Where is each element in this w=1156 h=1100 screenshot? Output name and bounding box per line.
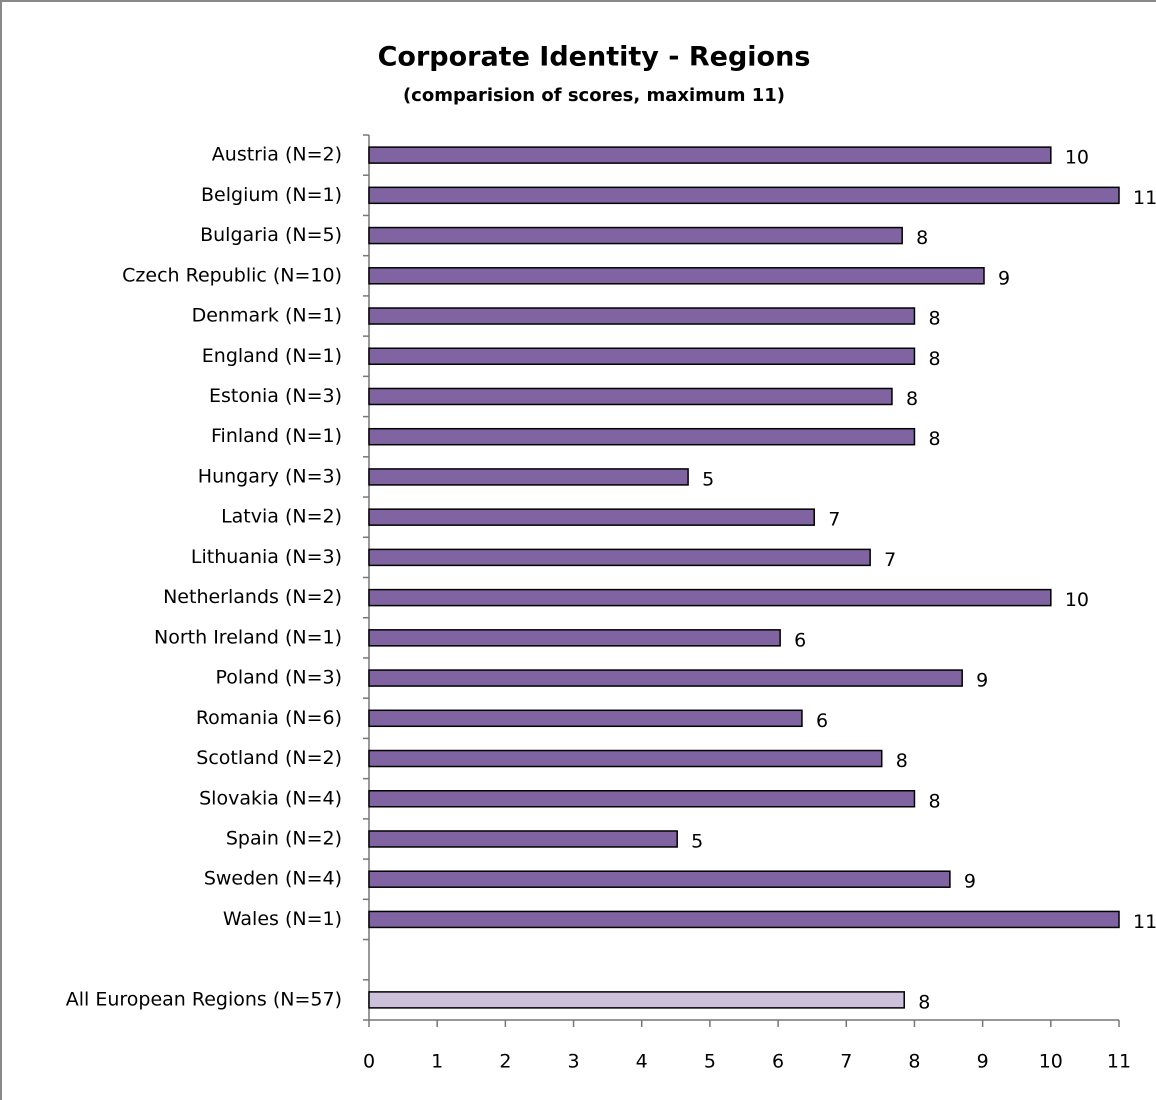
bar: [368, 347, 916, 365]
value-label: 8: [928, 790, 940, 812]
x-tick-label: 6: [772, 1051, 784, 1073]
y-tick-label: England (N=1): [202, 345, 342, 367]
bar: [368, 548, 871, 567]
value-label: 8: [918, 991, 930, 1013]
bar: [368, 991, 905, 1009]
y-tick-label: Bulgaria (N=5): [200, 224, 342, 246]
y-tick-label: Denmark (N=1): [192, 305, 342, 327]
value-label: 6: [816, 710, 828, 732]
value-label: 7: [828, 509, 840, 531]
value-label: 8: [928, 308, 940, 330]
bar: [368, 830, 678, 848]
y-tick-label: Spain (N=2): [226, 827, 342, 849]
y-tick-label: Austria (N=2): [212, 144, 342, 166]
bar: [368, 226, 903, 245]
x-tick-label: 4: [636, 1051, 648, 1073]
value-label: 8: [916, 227, 928, 249]
x-tick-label: 1: [431, 1051, 443, 1073]
bar: [368, 910, 1120, 929]
value-label: 10: [1065, 589, 1089, 611]
chart-title: Corporate Identity - Regions: [378, 42, 811, 73]
value-label: 9: [964, 871, 976, 893]
value-label: 5: [702, 468, 714, 490]
bar: [368, 307, 916, 325]
y-tick-label: North Ireland (N=1): [154, 626, 342, 648]
value-label: 5: [691, 830, 703, 852]
x-tick-label: 5: [704, 1051, 716, 1073]
value-label: 7: [884, 549, 896, 571]
value-label: 11: [1133, 187, 1156, 209]
bar: [368, 186, 1120, 205]
y-tick-label: Slovakia (N=4): [199, 787, 342, 809]
bar: [368, 387, 893, 406]
x-tick-label: 11: [1107, 1051, 1131, 1073]
bar: [368, 427, 916, 446]
bar: [368, 790, 916, 808]
value-label: 11: [1133, 911, 1156, 933]
x-tick-label: 8: [908, 1051, 920, 1073]
bar: [368, 508, 815, 526]
y-tick-label: All European Regions (N=57): [66, 988, 342, 1010]
bar: [368, 629, 781, 647]
bar: [368, 267, 985, 285]
value-label: 9: [976, 670, 988, 692]
x-tick-label: 0: [363, 1051, 375, 1073]
bar: [368, 709, 803, 728]
y-tick-label: Estonia (N=3): [209, 385, 342, 407]
y-tick-label: Romania (N=6): [196, 707, 342, 729]
x-tick-label: 10: [1039, 1051, 1063, 1073]
y-tick-label: Latvia (N=2): [221, 506, 342, 528]
value-label: 6: [794, 629, 806, 651]
y-tick-label: Hungary (N=3): [198, 465, 342, 487]
y-tick-label: Lithuania (N=3): [191, 546, 342, 568]
y-tick-label: Sweden (N=4): [204, 868, 342, 890]
value-label: 8: [928, 428, 940, 450]
x-tick-label: 3: [567, 1051, 579, 1073]
y-tick-label: Wales (N=1): [223, 908, 342, 930]
bar: [368, 669, 963, 687]
x-tick-label: 2: [499, 1051, 511, 1073]
x-tick-label: 9: [977, 1051, 989, 1073]
value-label: 10: [1065, 147, 1089, 169]
y-tick-label: Belgium (N=1): [201, 184, 342, 206]
value-label: 8: [896, 750, 908, 772]
y-tick-label: Czech Republic (N=10): [122, 264, 342, 286]
value-label: 9: [998, 267, 1010, 289]
bar: [368, 749, 883, 768]
y-tick-label: Poland (N=3): [215, 667, 342, 689]
chart-subtitle: (comparision of scores, maximum 11): [403, 85, 785, 106]
y-tick-label: Netherlands (N=2): [163, 586, 342, 608]
bar: [368, 870, 951, 888]
y-tick-label: Finland (N=1): [211, 425, 342, 447]
bar: [368, 146, 1052, 164]
value-label: 8: [906, 388, 918, 410]
y-tick-label: Scotland (N=2): [196, 747, 342, 769]
bar: [368, 468, 689, 486]
value-label: 8: [928, 348, 940, 370]
bar: [368, 588, 1052, 607]
x-tick-label: 7: [840, 1051, 852, 1073]
